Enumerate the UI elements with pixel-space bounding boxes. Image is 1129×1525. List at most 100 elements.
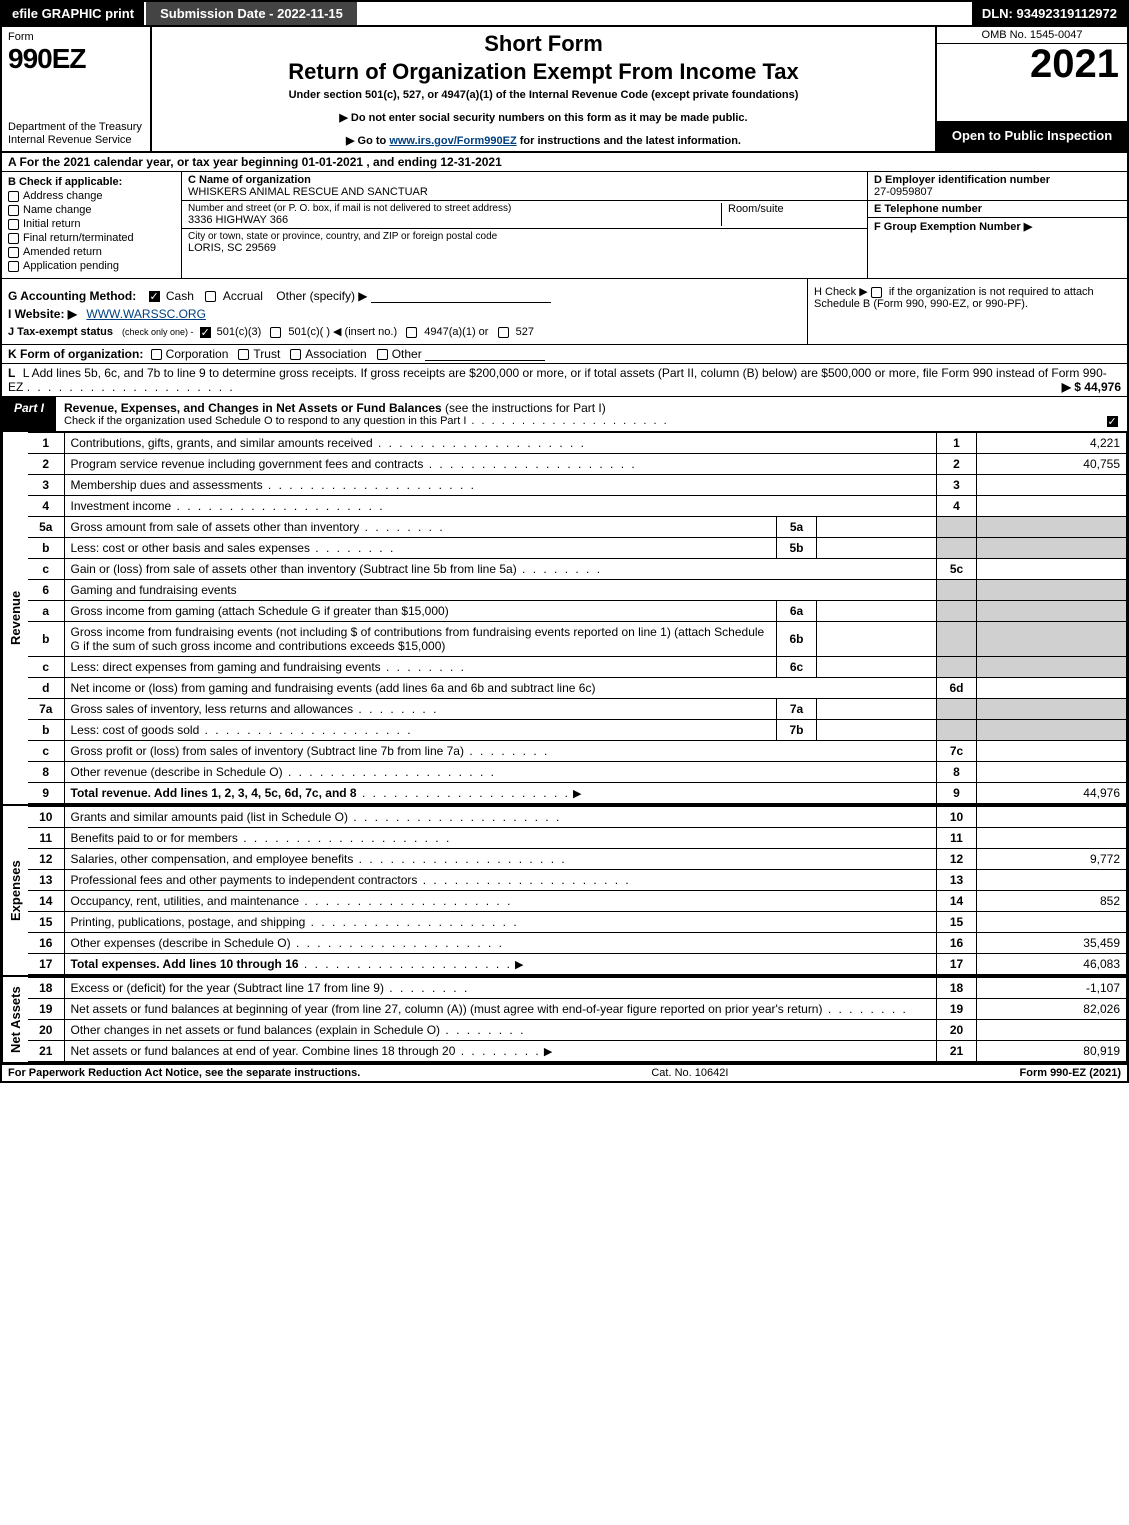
expenses-table: 10 Grants and similar amounts paid (list… — [28, 806, 1127, 975]
line-ref: 15 — [937, 912, 977, 933]
other-org-input[interactable] — [425, 360, 545, 361]
line-6d: d Net income or (loss) from gaming and f… — [28, 678, 1127, 699]
line-amount: 40,755 — [977, 454, 1127, 475]
line-ref: 12 — [937, 849, 977, 870]
chk-name-change[interactable]: Name change — [8, 204, 175, 216]
footer-cat-no: Cat. No. 10642I — [360, 1067, 1019, 1079]
opt-527: 527 — [516, 326, 534, 338]
shade-cell — [937, 538, 977, 559]
line-num: c — [28, 741, 64, 762]
chk-corporation[interactable] — [151, 349, 162, 360]
line-desc: Net assets or fund balances at beginning… — [71, 1002, 823, 1016]
shade-cell — [977, 580, 1127, 601]
chk-association[interactable] — [290, 349, 301, 360]
line-desc: Less: direct expenses from gaming and fu… — [71, 660, 381, 674]
chk-label: Initial return — [23, 218, 80, 230]
opt-501c: 501(c)( ) ◀ (insert no.) — [288, 326, 397, 338]
line-amount: 9,772 — [977, 849, 1127, 870]
row-k: K Form of organization: Corporation Trus… — [0, 345, 1129, 364]
website-line: I Website: ▶ WWW.WARSSC.ORG — [8, 307, 801, 321]
j-label: J Tax-exempt status — [8, 326, 113, 338]
line-ref: 19 — [937, 999, 977, 1020]
dots — [373, 436, 586, 450]
chk-address-change[interactable]: Address change — [8, 190, 175, 202]
efile-print-label[interactable]: efile GRAPHIC print — [2, 2, 144, 25]
line-desc: Membership dues and assessments — [71, 478, 263, 492]
line-10: 10 Grants and similar amounts paid (list… — [28, 807, 1127, 828]
accounting-method: G Accounting Method: Cash Accrual Other … — [8, 289, 801, 303]
schedule-o-check[interactable] — [1097, 397, 1127, 431]
chk-501c[interactable] — [270, 327, 281, 338]
chk-527[interactable] — [498, 327, 509, 338]
dots — [517, 562, 602, 576]
header-left: Form 990EZ Department of the Treasury In… — [2, 27, 152, 151]
sub-ref: 5b — [777, 538, 817, 559]
line-desc: Gain or (loss) from sale of assets other… — [71, 562, 517, 576]
chk-4947[interactable] — [406, 327, 417, 338]
sub-amount — [817, 538, 937, 559]
chk-amended-return[interactable]: Amended return — [8, 246, 175, 258]
line-5c: c Gain or (loss) from sale of assets oth… — [28, 559, 1127, 580]
line-num: 4 — [28, 496, 64, 517]
chk-other-org[interactable] — [377, 349, 388, 360]
line-amount: 82,026 — [977, 999, 1127, 1020]
ein-value: 27-0959807 — [874, 186, 1121, 198]
other-specify-input[interactable] — [371, 302, 551, 303]
ssn-warning: ▶ Do not enter social security numbers o… — [160, 111, 927, 124]
line-desc: Net income or (loss) from gaming and fun… — [64, 678, 937, 699]
chk-trust[interactable] — [238, 349, 249, 360]
line-desc: Less: cost or other basis and sales expe… — [71, 541, 310, 555]
revenue-side-label: Revenue — [2, 432, 28, 804]
line-19: 19 Net assets or fund balances at beginn… — [28, 999, 1127, 1020]
chk-label: Name change — [23, 204, 92, 216]
line-num: 2 — [28, 454, 64, 475]
c-label: C Name of organization — [188, 174, 311, 186]
line-4: 4 Investment income 4 — [28, 496, 1127, 517]
instructions-link-line: ▶ Go to www.irs.gov/Form990EZ for instru… — [160, 134, 927, 147]
opt-501c3: 501(c)(3) — [217, 326, 262, 338]
line-amount: 46,083 — [977, 954, 1127, 975]
chk-501c3-checked[interactable] — [200, 327, 211, 338]
line-desc: Program service revenue including govern… — [71, 457, 424, 471]
dots — [305, 915, 518, 929]
chk-label: Application pending — [23, 260, 119, 272]
line-num: a — [28, 601, 64, 622]
h-label-pre: H Check ▶ — [814, 286, 871, 298]
org-name: WHISKERS ANIMAL RESCUE AND SANCTUAR — [188, 186, 428, 198]
group-exemption-cell: F Group Exemption Number ▶ — [868, 218, 1127, 278]
line-2: 2 Program service revenue including gove… — [28, 454, 1127, 475]
section-bcdef: B Check if applicable: Address change Na… — [0, 172, 1129, 279]
other-label: Other (specify) ▶ — [276, 289, 367, 303]
line-8: 8 Other revenue (describe in Schedule O)… — [28, 762, 1127, 783]
chk-application-pending[interactable]: Application pending — [8, 260, 175, 272]
arrow-icon — [512, 957, 524, 971]
netassets-table: 18 Excess or (deficit) for the year (Sub… — [28, 977, 1127, 1062]
checkbox-checked-icon — [1107, 416, 1118, 427]
opt-association: Association — [305, 347, 366, 361]
line-13: 13 Professional fees and other payments … — [28, 870, 1127, 891]
chk-accrual[interactable] — [205, 291, 216, 302]
chk-schedule-b[interactable] — [871, 287, 882, 298]
tax-exempt-status: J Tax-exempt status (check only one) - 5… — [8, 325, 801, 338]
d-label: D Employer identification number — [874, 174, 1121, 186]
irs-link[interactable]: www.irs.gov/Form990EZ — [389, 135, 516, 147]
website-link[interactable]: WWW.WARSSC.ORG — [86, 307, 206, 321]
shade-cell — [937, 601, 977, 622]
form-number: 990EZ — [8, 43, 144, 75]
i-label: I Website: ▶ — [8, 307, 77, 321]
shade-cell — [977, 538, 1127, 559]
line-amount — [977, 559, 1127, 580]
col-b-checkboxes: B Check if applicable: Address change Na… — [2, 172, 182, 278]
chk-cash-checked[interactable] — [149, 291, 160, 302]
dots — [440, 1023, 525, 1037]
line-ref: 6d — [937, 678, 977, 699]
line-16: 16 Other expenses (describe in Schedule … — [28, 933, 1127, 954]
line-amount — [977, 741, 1127, 762]
b-header: B Check if applicable: — [8, 176, 175, 188]
line-desc: Contributions, gifts, grants, and simila… — [71, 436, 373, 450]
expenses-section: Expenses 10 Grants and similar amounts p… — [0, 804, 1129, 975]
chk-final-return[interactable]: Final return/terminated — [8, 232, 175, 244]
netassets-side-label: Net Assets — [2, 977, 28, 1062]
sub-ref: 6b — [777, 622, 817, 657]
chk-initial-return[interactable]: Initial return — [8, 218, 175, 230]
